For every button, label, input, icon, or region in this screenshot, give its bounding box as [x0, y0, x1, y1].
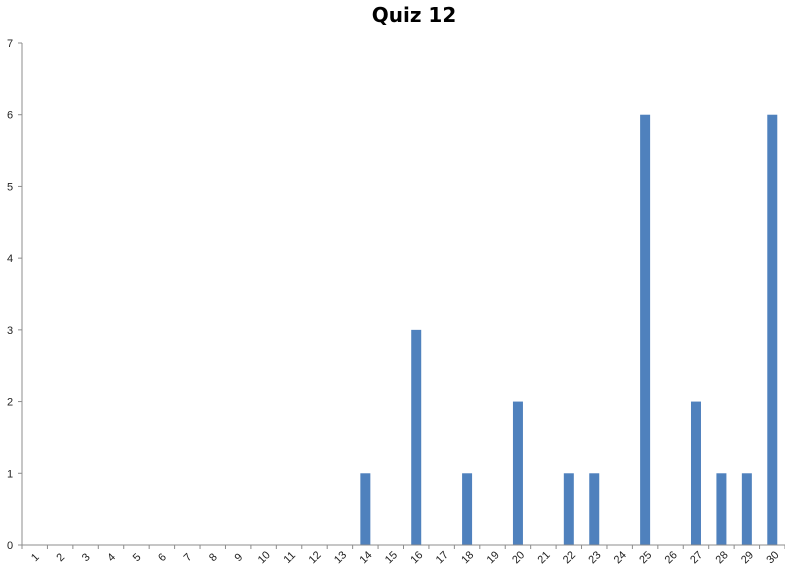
- x-tick-label: 30: [764, 549, 781, 566]
- x-tick-label: 11: [281, 549, 298, 566]
- x-tick-label: 18: [459, 549, 476, 566]
- x-tick-label: 20: [510, 549, 527, 566]
- y-tick-label: 1: [7, 468, 13, 480]
- bars: [360, 114, 778, 545]
- bar-29: [741, 473, 752, 545]
- x-tick-label: 14: [357, 549, 374, 566]
- bar-30: [767, 114, 778, 545]
- x-tick-label: 7: [182, 551, 195, 564]
- bar-20: [512, 401, 523, 545]
- bar-28: [716, 473, 727, 545]
- x-tick-label: 16: [408, 549, 425, 566]
- y-axis: 0 1 2 3 4 5 6 7: [7, 38, 22, 552]
- x-tick-label: 6: [156, 551, 169, 564]
- x-tick-label: 27: [688, 549, 705, 566]
- y-tick-label: 7: [7, 38, 13, 50]
- x-tick-label: 3: [80, 551, 93, 564]
- x-tick-label: 24: [612, 549, 629, 566]
- y-tick-label: 2: [7, 397, 13, 409]
- x-tick-label: 22: [561, 549, 578, 566]
- x-tick-label: 29: [739, 549, 756, 566]
- y-tick-label: 5: [7, 181, 13, 193]
- y-tick-label: 3: [7, 325, 13, 337]
- x-tick-label: 28: [714, 549, 731, 566]
- y-tick-label: 0: [7, 540, 13, 552]
- chart-title: Quiz 12: [372, 3, 457, 27]
- bar-18: [462, 473, 473, 545]
- x-tick-label: 12: [307, 549, 324, 566]
- x-tick-label: 9: [232, 551, 245, 564]
- y-tick-label: 6: [7, 110, 13, 122]
- bar-25: [640, 114, 651, 545]
- bar-16: [411, 329, 422, 545]
- bar-22: [563, 473, 574, 545]
- bar-14: [360, 473, 371, 545]
- x-tick-label: 26: [663, 549, 680, 566]
- x-tick-label: 5: [131, 551, 144, 564]
- x-tick-label: 19: [485, 549, 502, 566]
- bar-23: [589, 473, 600, 545]
- x-tick-label: 10: [256, 549, 273, 566]
- x-axis: 1 2 3 4 5 6 7 8 9 10 11 12 13 14 15 16 17 18 19 20 21 22 23 24 2…: [21, 545, 785, 566]
- y-tick-label: 4: [7, 253, 13, 265]
- x-tick-label: 23: [586, 549, 603, 566]
- x-tick-label: 2: [54, 551, 67, 564]
- x-tick-label: 17: [434, 549, 451, 566]
- x-tick-label: 25: [637, 549, 654, 566]
- bar-27: [690, 401, 701, 545]
- x-tick-label: 4: [105, 551, 118, 564]
- x-tick-label: 1: [29, 551, 42, 564]
- x-tick-label: 8: [207, 551, 220, 564]
- x-tick-label: 13: [332, 549, 349, 566]
- x-tick-label: 21: [536, 549, 553, 566]
- x-tick-label: 15: [383, 549, 400, 566]
